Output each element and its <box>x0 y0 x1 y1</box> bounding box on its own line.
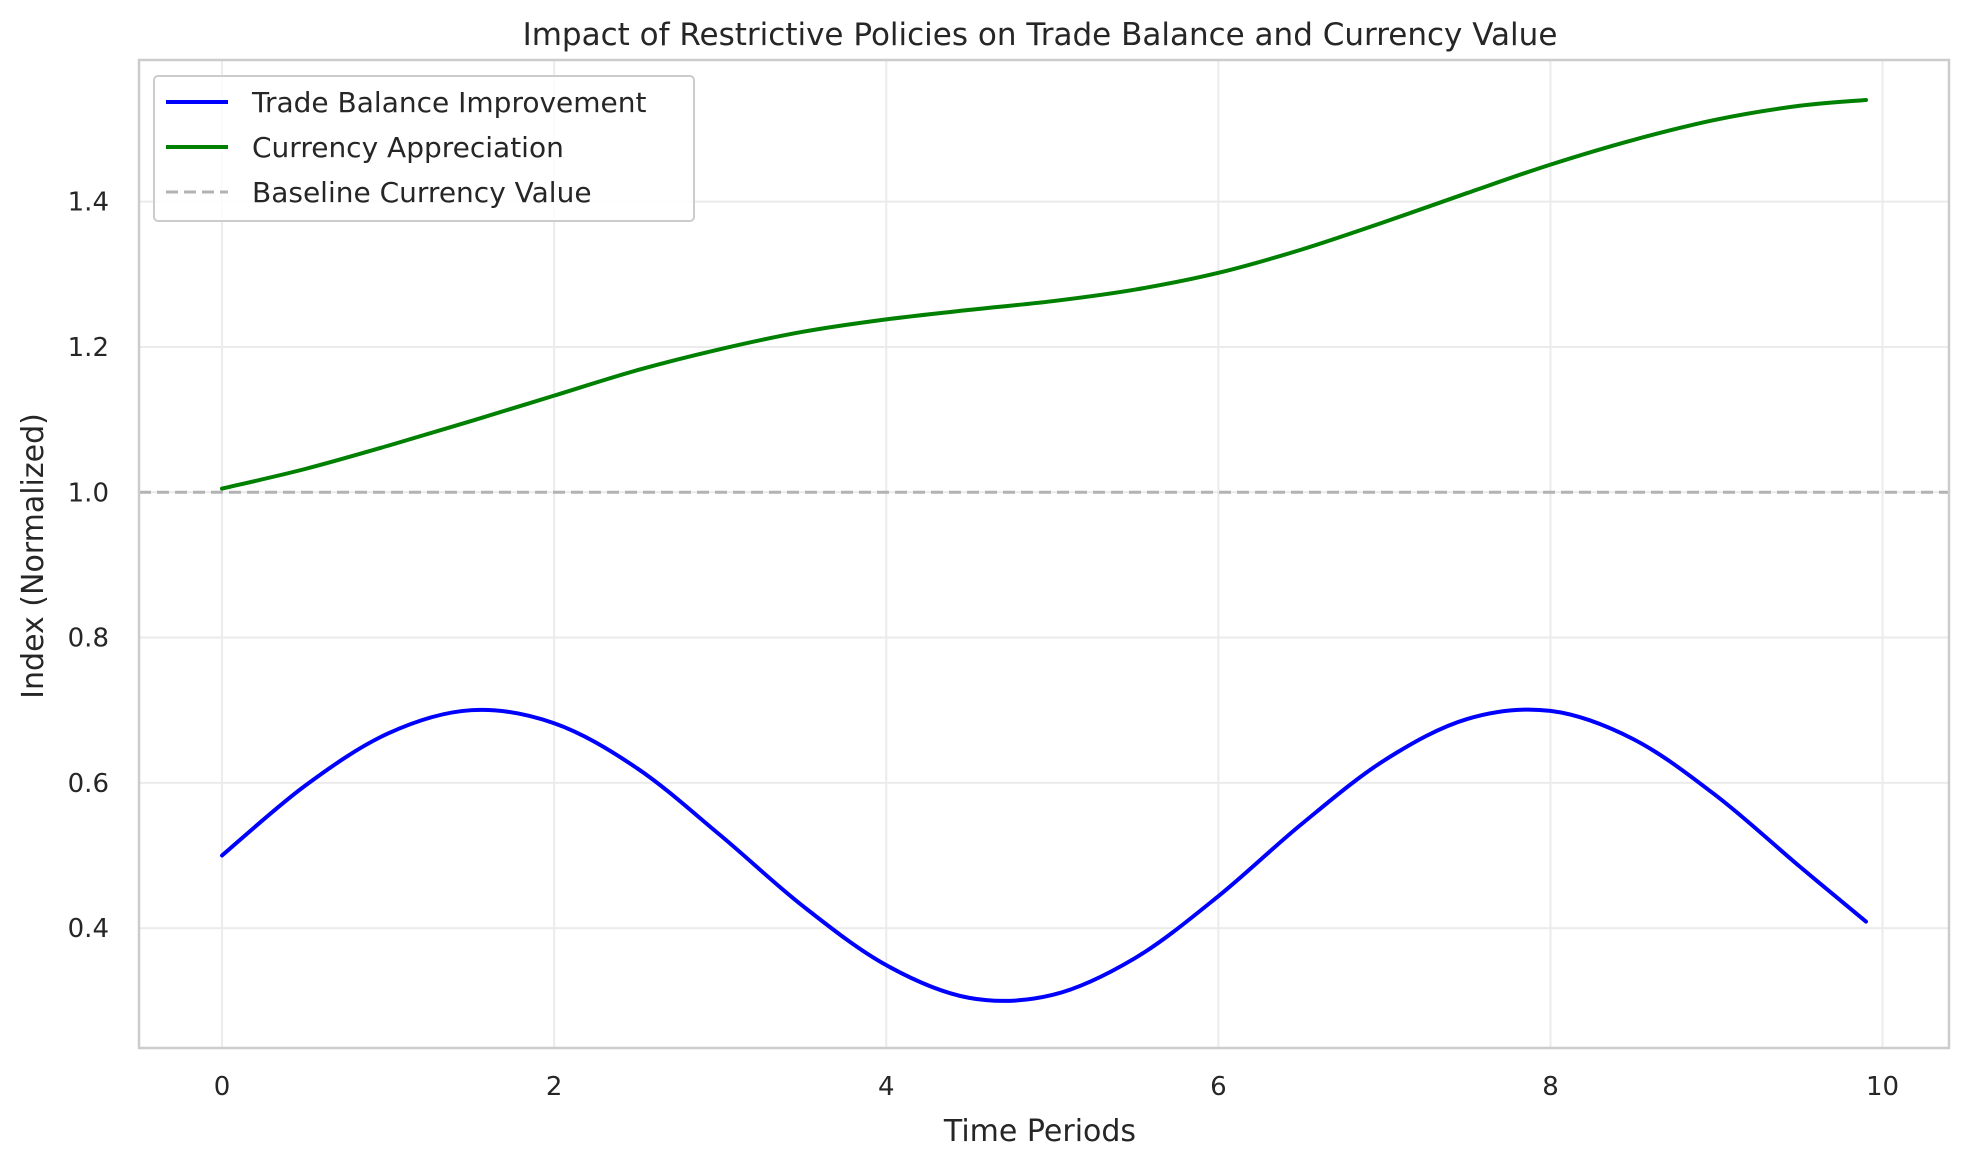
x-tick-labels: 0 2 4 6 8 10 <box>214 1072 1899 1102</box>
x-tick-label: 8 <box>1542 1072 1559 1102</box>
legend-label-baseline: Baseline Currency Value <box>252 176 592 209</box>
legend-label-trade-balance: Trade Balance Improvement <box>251 86 647 119</box>
y-tick-label: 0.4 <box>68 914 109 944</box>
chart-title: Impact of Restrictive Policies on Trade … <box>523 17 1558 53</box>
y-tick-label: 0.6 <box>68 769 109 799</box>
x-tick-label: 10 <box>1866 1072 1899 1102</box>
x-tick-label: 4 <box>878 1072 895 1102</box>
series-line-trade-balance-improvement <box>220 707 1868 1003</box>
y-tick-labels: 0.4 0.6 0.8 1.0 1.2 1.4 <box>68 188 109 944</box>
x-tick-label: 6 <box>1210 1072 1227 1102</box>
plot-frame <box>137 58 1951 1050</box>
y-tick-label: 1.0 <box>68 478 109 508</box>
y-axis-title: Index (Normalized) <box>16 413 51 699</box>
y-tick-label: 1.2 <box>68 333 109 363</box>
x-tick-label: 2 <box>546 1072 563 1102</box>
y-tick-label: 1.4 <box>68 188 109 218</box>
series-line-currency-appreciation <box>220 97 1868 491</box>
x-axis-title: Time Periods <box>943 1114 1136 1149</box>
legend-label-currency-appreciation: Currency Appreciation <box>252 131 564 164</box>
x-tick-label: 0 <box>214 1072 231 1102</box>
series-lines <box>220 97 1868 1003</box>
legend: Trade Balance Improvement Currency Appre… <box>153 75 695 222</box>
y-tick-label: 0.8 <box>68 624 109 654</box>
legend-box <box>153 75 695 222</box>
